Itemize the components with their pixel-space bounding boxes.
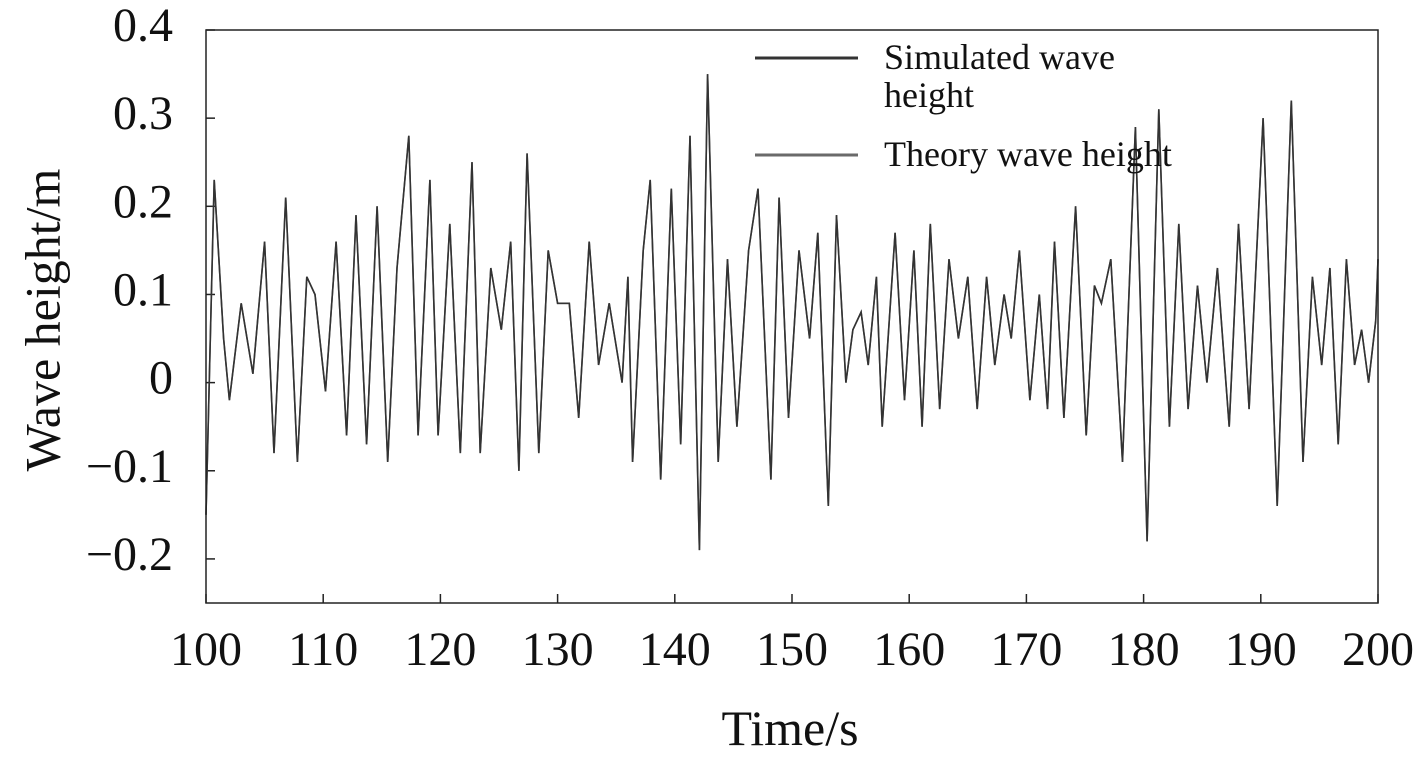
x-tick-label: 150 — [756, 623, 828, 676]
x-tick-label: 140 — [639, 623, 711, 676]
y-tick-label: 0 — [149, 352, 173, 405]
y-tick-label: −0.1 — [86, 440, 173, 493]
x-tick-label: 190 — [1225, 623, 1297, 676]
x-tick-label: 120 — [404, 623, 476, 676]
y-tick-label: 0.2 — [113, 175, 173, 228]
x-tick-label: 130 — [522, 623, 594, 676]
y-tick-label: 0.3 — [113, 87, 173, 140]
x-tick-label: 180 — [1108, 623, 1180, 676]
series-line — [205, 74, 1379, 551]
x-tick-label: 110 — [288, 623, 358, 676]
y-axis-title: Wave height/m — [14, 168, 70, 471]
legend-label: Simulated wave height — [884, 37, 1115, 115]
y-tick-label: 0.1 — [113, 263, 173, 316]
x-axis-title: Time/s — [721, 700, 858, 756]
x-tick-label: 100 — [170, 623, 242, 676]
plot-frame — [205, 29, 1379, 604]
x-tick-label: 170 — [990, 623, 1062, 676]
y-tick-label: −0.2 — [86, 528, 173, 581]
x-tick-label: 160 — [873, 623, 945, 676]
legend-label: Theory wave height — [884, 134, 1172, 174]
x-tick-label: 200 — [1342, 623, 1414, 676]
y-tick-label: 0.4 — [113, 0, 173, 52]
